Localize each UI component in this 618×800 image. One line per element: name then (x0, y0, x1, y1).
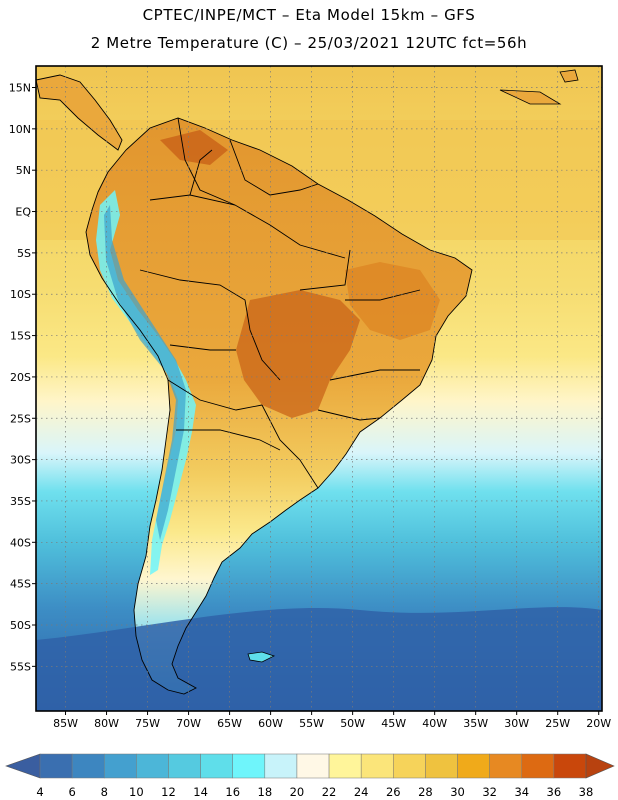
colorbar-swatch (425, 753, 458, 779)
colorbar-swatch (103, 753, 137, 779)
colorbar-label: 8 (101, 785, 108, 799)
lat-tick-label: 40S (10, 536, 31, 549)
lat-tick-label: 35S (10, 495, 31, 508)
lon-tick-label: 40W (422, 717, 447, 730)
southern-cold-band (36, 607, 602, 711)
lon-tick-label: 65W (217, 717, 242, 730)
colorbar-label: 28 (418, 785, 433, 799)
colorbar-label: 4 (36, 785, 43, 799)
colorbar-swatch (360, 753, 394, 779)
lat-tick-label: 30S (10, 454, 31, 467)
colorbar-label: 20 (290, 785, 305, 799)
colorbar-swatch (200, 753, 233, 779)
colorbar-label: 30 (450, 785, 465, 799)
lat-tick-label: 20S (10, 371, 31, 384)
colorbar-swatch (457, 753, 490, 779)
central-america-land (36, 74, 123, 151)
lon-tick-label: 55W (299, 717, 324, 730)
colorbar-label: 18 (258, 785, 273, 799)
lat-tick-label: 15N (9, 82, 31, 95)
colorbar-label: 32 (482, 785, 497, 799)
colorbar-swatch (553, 753, 587, 779)
lat-tick-label: 5N (16, 164, 31, 177)
lat-tick-label: 50S (10, 619, 31, 632)
lon-tick-label: 20W (586, 717, 611, 730)
lat-tick-label: 55S (10, 660, 31, 673)
colorbar-swatch (264, 753, 298, 779)
hot-region-central-brazil (236, 290, 360, 418)
longitude-labels: 85W 80W 75W 70W 65W 60W 55W 50W 45W 40W 35W 30W 25W 2… (53, 717, 611, 730)
latitude-labels: 15N 10N 5N EQ 5S 10S 15S 20S 25S 30S 35S 40S 45S 50S 5… (9, 82, 32, 674)
lat-tick-label: 5S (17, 247, 31, 260)
colorbar-swatch (393, 753, 426, 779)
colorbar-label: 16 (225, 785, 240, 799)
colorbar-label: 34 (514, 785, 529, 799)
colorbar-swatch (296, 753, 330, 779)
colorbar-swatch (168, 753, 201, 779)
lon-tick-label: 25W (545, 717, 570, 730)
colorbar-left-arrow (5, 753, 41, 779)
lon-tick-label: 60W (258, 717, 283, 730)
andes-core (104, 205, 186, 540)
colorbar-label: 36 (547, 785, 562, 799)
lat-tick-label: 25S (10, 412, 31, 425)
colorbar-swatch (39, 753, 73, 779)
hot-region-northeast-brazil (345, 262, 440, 340)
colorbar-swatch (489, 753, 523, 779)
map-layers (36, 69, 602, 711)
colorbar-swatch (328, 753, 362, 779)
country-boundaries (85, 117, 473, 695)
colorbar-label: 6 (68, 785, 75, 799)
lat-tick-label: 45S (10, 578, 31, 591)
lat-tick-label: 15S (10, 330, 31, 343)
lat-tick-label: EQ (15, 206, 31, 219)
lon-tick-label: 35W (463, 717, 488, 730)
lon-tick-label: 85W (53, 717, 78, 730)
caribbean-islands (499, 69, 579, 105)
colorbar-swatch (232, 753, 266, 779)
lon-tick-label: 80W (94, 717, 119, 730)
colorbar-right-arrow (585, 753, 615, 779)
lat-tick-label: 10N (9, 123, 31, 136)
colorbar-label: 10 (129, 785, 144, 799)
falkland-islands (247, 651, 276, 663)
colorbar (5, 753, 615, 779)
colorbar-labels: 4 6 8 10 12 14 16 18 20 22 24 26 28 30 32 34 36 38 (36, 785, 593, 799)
colorbar-swatch (136, 753, 169, 779)
title-line-2: 2 Metre Temperature (C) – 25/03/2021 12U… (90, 34, 528, 52)
plot-frame (35, 65, 603, 712)
lon-tick-label: 50W (340, 717, 365, 730)
colorbar-label: 26 (386, 785, 401, 799)
lon-tick-label: 45W (381, 717, 406, 730)
colorbar-swatch (71, 753, 105, 779)
hot-region-north (160, 130, 228, 165)
title-line-1: CPTEC/INPE/MCT – Eta Model 15km – GFS (142, 6, 476, 24)
colorbar-label: 22 (322, 785, 337, 799)
lat-tick-label: 10S (10, 288, 31, 301)
lon-tick-label: 70W (176, 717, 201, 730)
colorbar-label: 38 (579, 785, 594, 799)
colorbar-label: 24 (354, 785, 369, 799)
colorbar-label: 14 (193, 785, 208, 799)
colorbar-label: 12 (161, 785, 176, 799)
colorbar-swatch (521, 753, 555, 779)
lon-tick-label: 75W (135, 717, 160, 730)
lon-tick-label: 30W (504, 717, 529, 730)
